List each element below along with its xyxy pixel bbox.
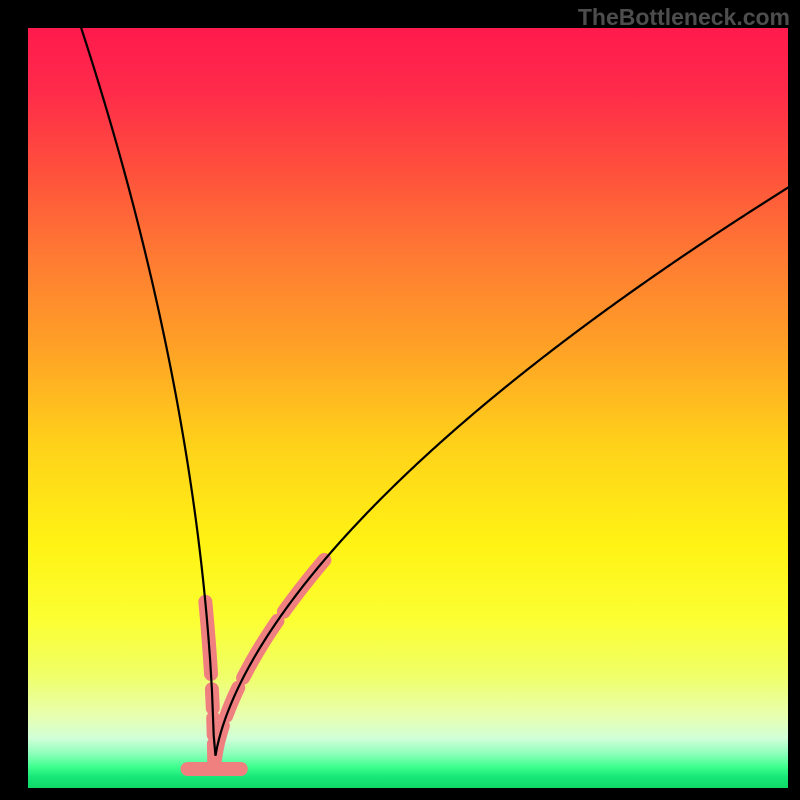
chart-plot-area [28, 28, 788, 788]
chart-svg [28, 28, 788, 788]
gradient-background [28, 28, 788, 788]
watermark-text: TheBottleneck.com [578, 4, 790, 31]
